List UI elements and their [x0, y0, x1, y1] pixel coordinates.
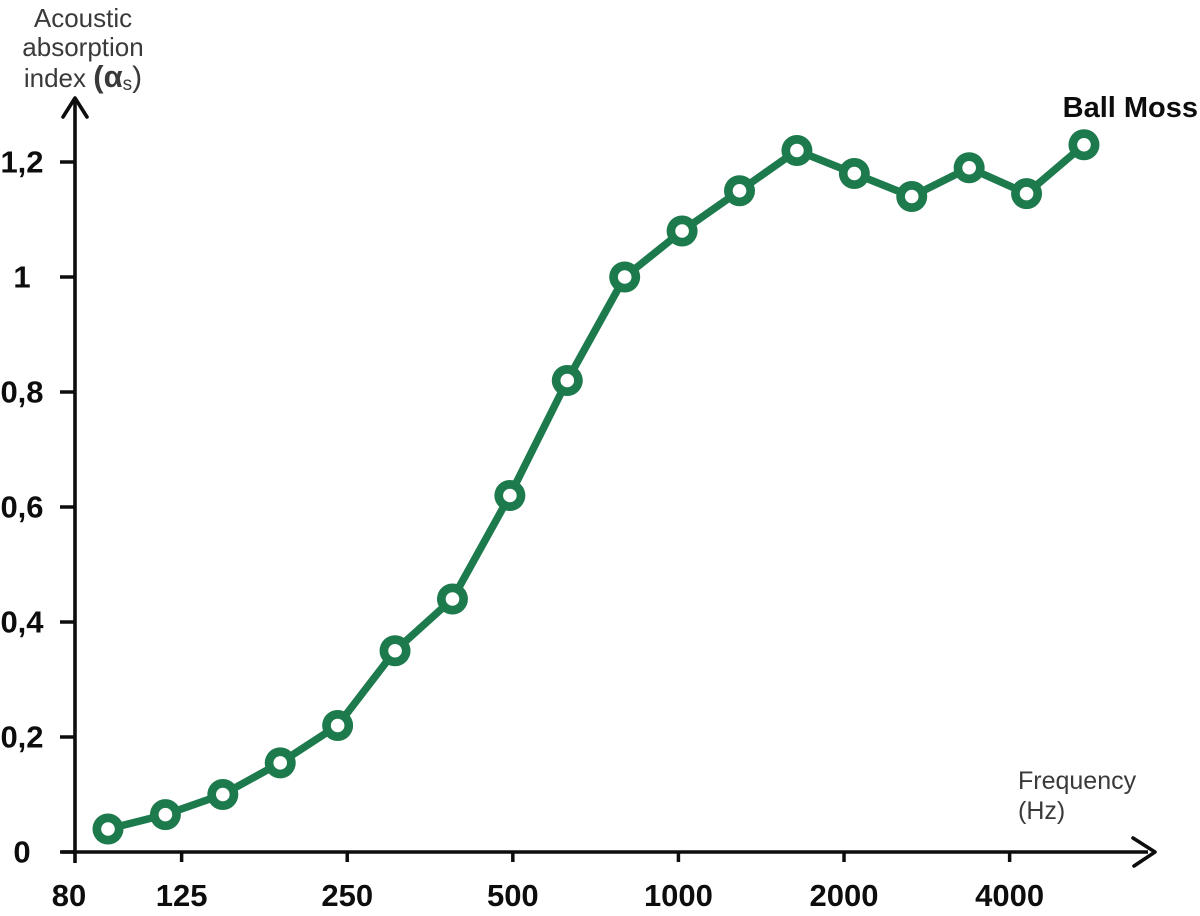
data-point-marker-hole — [732, 183, 747, 198]
x-tick-label: 1000 — [644, 878, 713, 913]
y-axis-title-line3: index (αs) — [0, 59, 166, 96]
axes — [61, 96, 1157, 868]
y-axis-title-line1: Acoustic — [33, 3, 133, 33]
y-axis-arrow-icon — [61, 96, 89, 119]
data-point-marker-hole — [445, 592, 460, 606]
data-point-marker-hole — [790, 143, 804, 158]
x-tick-label: 500 — [487, 878, 539, 913]
y-axis-title-index-text: index — [23, 63, 94, 93]
x-axis-arrow-icon — [1131, 836, 1157, 868]
data-point-marker-hole — [847, 166, 862, 181]
series-line — [104, 141, 1088, 833]
data-point-marker-hole — [675, 224, 689, 238]
data-point-marker-hole — [216, 787, 230, 802]
data-point-marker-hole — [962, 160, 976, 175]
data-point-marker-hole — [617, 270, 632, 284]
x-axis-label-line2: (Hz) — [1018, 797, 1066, 825]
x-tick-label: 4000 — [975, 878, 1044, 913]
y-tick-label: 1 — [13, 260, 30, 295]
alpha-symbol: (αs) — [93, 59, 143, 95]
y-tick-label: 0,8 — [0, 375, 43, 410]
data-point-marker-hole — [1077, 137, 1091, 152]
data-point-marker-hole — [158, 807, 173, 822]
x-tick-label: 80 — [52, 878, 86, 913]
data-point-marker-hole — [273, 756, 288, 770]
data-point-marker-hole — [1019, 186, 1034, 201]
alpha-open: (α — [93, 59, 123, 94]
data-point-marker-hole — [388, 643, 402, 658]
data-point-marker-hole — [330, 718, 345, 733]
series-label-ball-moss: Ball Moss — [1062, 92, 1198, 124]
y-tick-label: 0 — [13, 835, 30, 870]
y-axis-title-line2: absorption — [22, 32, 144, 62]
data-point-marker-hole — [101, 822, 115, 836]
alpha-subscript: s — [122, 74, 133, 95]
data-point-marker-hole — [904, 189, 919, 204]
x-tick-label: 2000 — [810, 878, 879, 913]
x-tick-label: 250 — [321, 878, 373, 913]
axis-ticks: 0 0,2 0,4 0,6 0,8 1 1,2 80 125 250 500 1000 2000 4000 — [0, 145, 1044, 914]
x-tick-label: 125 — [156, 878, 208, 913]
y-tick-label: 0,6 — [0, 490, 43, 525]
y-axis-title: Acoustic absorption index (αs) — [0, 4, 166, 96]
y-tick-label: 0,4 — [0, 605, 44, 640]
x-axis-label-line1: Frequency — [1018, 767, 1137, 795]
alpha-close: ) — [132, 61, 143, 94]
data-point-marker-hole — [503, 488, 517, 503]
data-point-marker-hole — [560, 373, 575, 388]
data-series — [92, 129, 1100, 845]
x-axis-label: Frequency (Hz) — [1018, 766, 1136, 826]
y-tick-label: 0,2 — [0, 720, 43, 755]
y-tick-label: 1,2 — [0, 145, 43, 180]
